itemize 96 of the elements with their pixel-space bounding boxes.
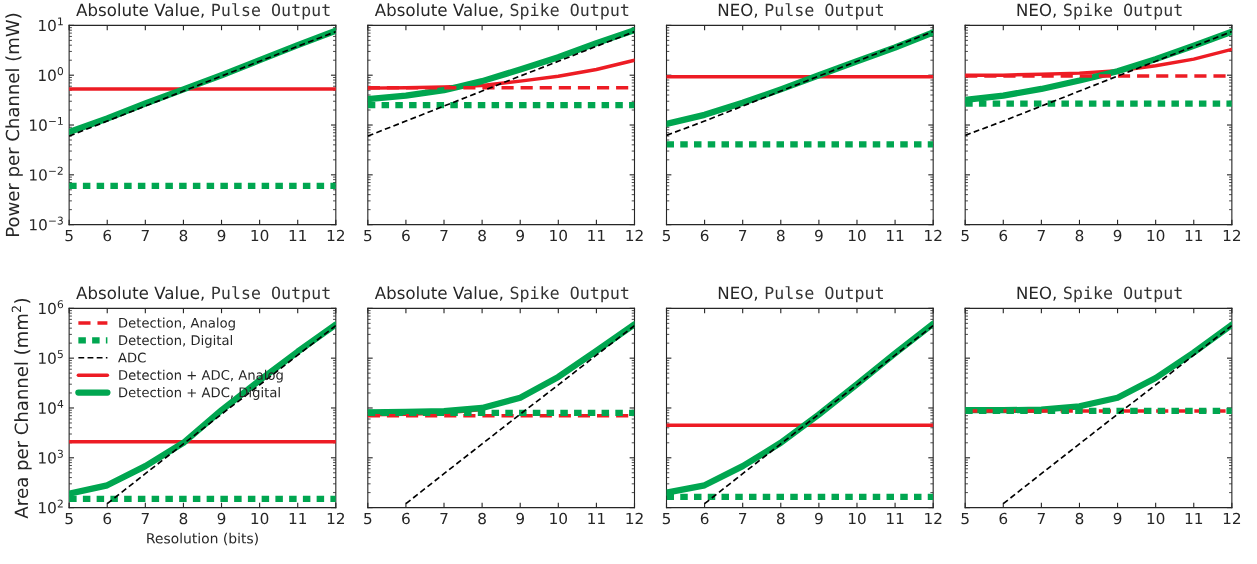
chart-subtitle: Pulse Output bbox=[765, 3, 883, 20]
chart-title: NEO, bbox=[1017, 3, 1056, 18]
x-tick-label: 8 bbox=[1075, 512, 1084, 525]
x-tick-label: 5 bbox=[364, 512, 372, 525]
x-tick-label: 12 bbox=[925, 512, 942, 525]
x-tick-label: 12 bbox=[1223, 512, 1241, 525]
x-tick-label: 10 bbox=[1147, 512, 1165, 525]
x-tick-label: 10 bbox=[848, 229, 866, 242]
x-tick-label: 11 bbox=[887, 512, 904, 525]
x-tick-label: 5 bbox=[662, 229, 671, 242]
y-axis-title: Power per Channel (mW) bbox=[5, 13, 23, 236]
x-tick-label: 6 bbox=[103, 229, 112, 242]
legend-label: Detection, Digital bbox=[119, 334, 232, 348]
x-tick-label: 7 bbox=[141, 229, 149, 242]
x-tick-label: 12 bbox=[626, 229, 643, 242]
x-tick-label: 6 bbox=[103, 512, 112, 525]
y-tick-label: 10$^{6}$ bbox=[39, 300, 64, 315]
x-tick-label: 9 bbox=[1113, 229, 1122, 242]
x-tick-label: 9 bbox=[1113, 512, 1122, 525]
x-tick-label: 6 bbox=[700, 229, 709, 242]
x-tick-label: 8 bbox=[478, 229, 486, 242]
x-tick-label: 10 bbox=[1147, 229, 1165, 242]
x-tick-label: 11 bbox=[1185, 229, 1203, 242]
x-tick-label: 10 bbox=[550, 229, 568, 242]
legend-label: Detection, Analog bbox=[119, 317, 235, 331]
x-tick-label: 7 bbox=[141, 512, 149, 525]
legend-label: ADC bbox=[118, 352, 146, 363]
x-tick-label: 9 bbox=[217, 229, 226, 242]
x-tick-label: 11 bbox=[887, 229, 904, 242]
x-tick-label: 8 bbox=[478, 512, 486, 525]
x-tick-label: 8 bbox=[179, 229, 188, 242]
x-tick-label: 11 bbox=[588, 512, 605, 525]
x-tick-label: 7 bbox=[739, 229, 747, 242]
chart-subtitle: Spike Output bbox=[510, 3, 629, 20]
y-tick-label: 10$^{4}$ bbox=[39, 400, 64, 414]
x-tick-label: 6 bbox=[999, 512, 1008, 525]
chart-subtitle: Spike Output bbox=[1064, 286, 1182, 303]
y-axis-title: Area per Channel (mm$^{2}$) bbox=[11, 298, 32, 519]
x-tick-label: 5 bbox=[65, 512, 73, 525]
x-tick-label: 6 bbox=[999, 229, 1008, 242]
x-tick-label: 7 bbox=[1037, 229, 1045, 242]
chart-subtitle: Spike Output bbox=[1064, 3, 1182, 20]
chart-subtitle: Pulse Output bbox=[212, 286, 330, 303]
x-tick-label: 10 bbox=[550, 512, 568, 525]
y-tick-label: 10$^{5}$ bbox=[39, 350, 63, 365]
x-tick-label: 5 bbox=[662, 512, 671, 525]
chart-subtitle: Spike Output bbox=[510, 286, 629, 303]
x-tick-label: 7 bbox=[1037, 512, 1045, 525]
x-tick-label: 11 bbox=[289, 229, 307, 242]
x-tick-label: 5 bbox=[364, 229, 372, 242]
x-tick-label: 9 bbox=[516, 512, 524, 525]
x-tick-label: 8 bbox=[776, 512, 785, 525]
y-tick-label: 10$^{−1}$ bbox=[30, 117, 63, 131]
chart-title: NEO, bbox=[1017, 286, 1056, 301]
x-tick-label: 12 bbox=[1223, 229, 1241, 242]
x-tick-label: 8 bbox=[179, 512, 188, 525]
x-tick-label: 12 bbox=[327, 512, 345, 525]
x-tick-label: 12 bbox=[925, 229, 942, 242]
chart-title: NEO, bbox=[718, 3, 757, 18]
x-tick-label: 10 bbox=[251, 512, 269, 525]
chart-title: Absolute Value, bbox=[76, 3, 204, 18]
x-tick-label: 6 bbox=[402, 229, 410, 242]
x-tick-label: 9 bbox=[516, 229, 524, 242]
x-tick-label: 12 bbox=[626, 512, 643, 525]
x-tick-label: 8 bbox=[776, 229, 785, 242]
x-tick-label: 5 bbox=[65, 229, 73, 242]
y-tick-label: 10$^{0}$ bbox=[39, 67, 64, 82]
chart-subtitle: Pulse Output bbox=[765, 286, 883, 303]
x-tick-label: 8 bbox=[1075, 229, 1084, 242]
y-tick-label: 10$^{1}$ bbox=[39, 17, 63, 32]
x-tick-label: 11 bbox=[1185, 512, 1203, 525]
x-tick-label: 5 bbox=[961, 512, 969, 525]
x-tick-label: 7 bbox=[440, 229, 448, 242]
x-tick-label: 9 bbox=[814, 512, 823, 525]
x-tick-label: 11 bbox=[588, 229, 605, 242]
chart-title: Absolute Value, bbox=[76, 286, 204, 301]
x-tick-label: 9 bbox=[217, 512, 226, 525]
x-tick-label: 6 bbox=[700, 512, 709, 525]
x-tick-label: 12 bbox=[327, 229, 345, 242]
x-tick-label: 10 bbox=[251, 229, 269, 242]
chart-title: NEO, bbox=[718, 286, 757, 301]
x-tick-label: 6 bbox=[402, 512, 410, 525]
x-tick-label: 10 bbox=[848, 512, 866, 525]
x-axis-title: Resolution (bits) bbox=[147, 532, 258, 546]
y-tick-label: 10$^{−3}$ bbox=[30, 216, 63, 231]
x-tick-label: 7 bbox=[440, 512, 448, 525]
chart-subtitle: Pulse Output bbox=[212, 3, 330, 20]
x-tick-label: 9 bbox=[814, 229, 823, 242]
y-tick-label: 10$^{2}$ bbox=[39, 499, 63, 514]
x-tick-label: 5 bbox=[961, 229, 969, 242]
x-tick-label: 11 bbox=[289, 512, 307, 525]
y-tick-label: 10$^{−2}$ bbox=[30, 166, 63, 181]
x-tick-label: 7 bbox=[739, 512, 747, 525]
y-tick-label: 10$^{3}$ bbox=[39, 449, 63, 464]
chart-title: Absolute Value, bbox=[374, 3, 503, 18]
chart-title: Absolute Value, bbox=[374, 286, 503, 301]
